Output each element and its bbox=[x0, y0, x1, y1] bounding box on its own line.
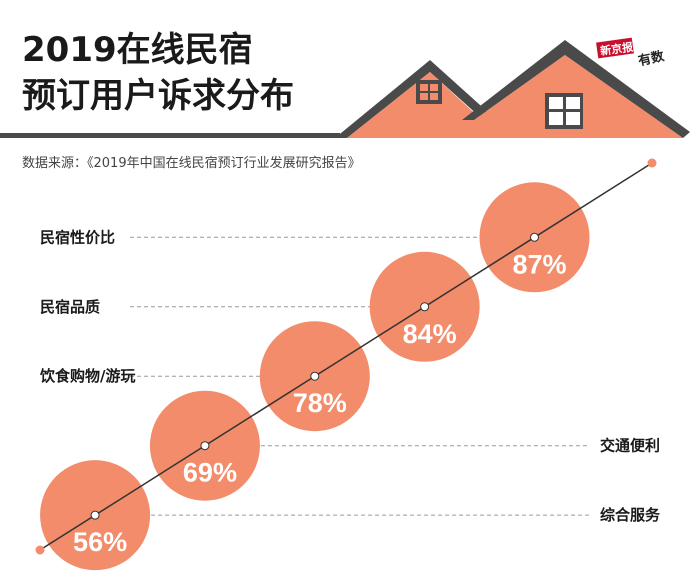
bubble-center-dot bbox=[90, 510, 100, 520]
right-house-icon bbox=[462, 40, 690, 138]
logo-tag-text: 有数 bbox=[637, 48, 667, 69]
value-label: 87% bbox=[512, 249, 566, 279]
category-label: 综合服务 bbox=[600, 506, 661, 524]
page-title-line2: 预订用户诉求分布 bbox=[22, 76, 294, 116]
trend-line-end-dot bbox=[647, 158, 657, 168]
bubble-center-dot bbox=[529, 232, 539, 242]
category-label: 民宿品质 bbox=[40, 298, 100, 316]
data-source: 数据来源：《2019年中国在线民宿预订行业发展研究报告》 bbox=[22, 156, 361, 171]
bubble-markers: 56% 综合服务 69% 交通便利 78% 饮食购物/游玩 84% 民宿品质 87% 民宿性价比 bbox=[39, 228, 661, 557]
logo: 新京报 有数 bbox=[596, 37, 667, 69]
category-label: 交通便利 bbox=[600, 437, 660, 455]
category-label: 饮食购物/游玩 bbox=[39, 367, 135, 385]
bubble-center-dot bbox=[420, 302, 430, 312]
trend-line-start-dot bbox=[35, 545, 45, 555]
trend-line bbox=[39, 162, 653, 551]
left-house-icon bbox=[335, 60, 500, 138]
value-label: 84% bbox=[403, 319, 457, 349]
category-label: 民宿性价比 bbox=[40, 228, 115, 246]
value-label: 56% bbox=[73, 527, 127, 557]
page-title-line1: 2019在线民宿 bbox=[22, 30, 253, 70]
value-label: 69% bbox=[183, 458, 237, 488]
header-bar bbox=[0, 133, 340, 138]
bubble-center-dot bbox=[200, 441, 210, 451]
bubble-center-dot bbox=[310, 371, 320, 381]
logo-badge-text: 新京报 bbox=[599, 39, 635, 58]
value-label: 78% bbox=[293, 388, 347, 418]
